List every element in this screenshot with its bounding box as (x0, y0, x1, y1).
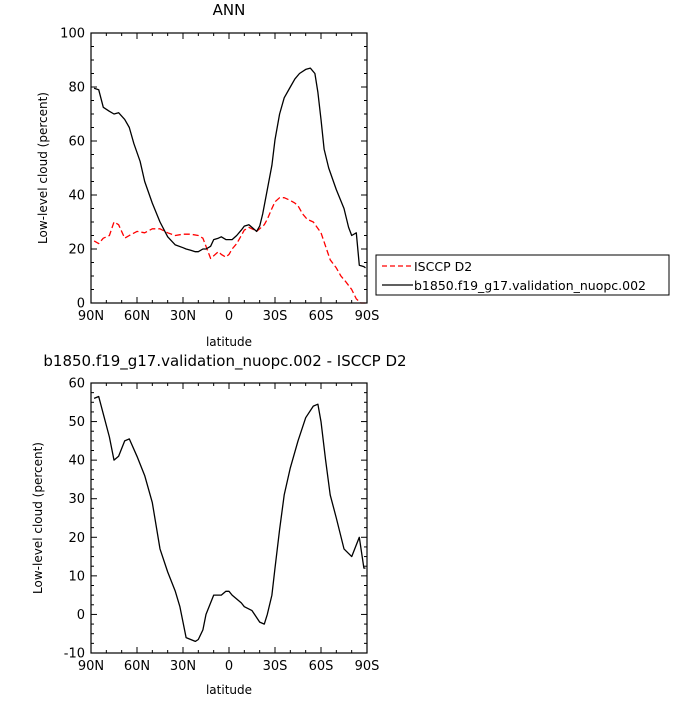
legend-label-isccp: ISCCP D2 (414, 259, 472, 274)
bottom-x-tick-label: 90S (355, 659, 380, 674)
bottom-y-tick-label: 50 (68, 415, 85, 430)
top-y-tick-label: 80 (68, 81, 85, 96)
top-plot-frame (90, 32, 368, 304)
top-series-line-0 (93, 197, 366, 304)
bottom-x-tick-label: 90N (78, 659, 104, 674)
top-y-axis-label: Low-level cloud (percent) (36, 92, 50, 244)
top-y-tick-label: 40 (68, 189, 85, 204)
top-series-line-1 (93, 67, 366, 269)
top-y-tick-label: 20 (68, 243, 85, 258)
bottom-y-tick-label: 20 (68, 531, 85, 546)
bottom-y-tick-label: 60 (68, 377, 85, 392)
bottom-plot-frame (90, 382, 368, 654)
bottom-y-tick-label: 0 (77, 608, 85, 623)
top-y-tick-label: 60 (68, 135, 85, 150)
bottom-x-tick-label: 60N (124, 659, 150, 674)
top-x-tick-label: 60S (309, 309, 334, 324)
top-panel: ANN Low-level cloud (percent) latitude 9… (36, 1, 379, 349)
top-x-tick-label: 0 (225, 309, 233, 324)
top-chart-title: ANN (213, 1, 246, 19)
bottom-panel: b1850.f19_g17.validation_nuopc.002 - ISC… (31, 352, 407, 697)
bottom-y-tick-label: 40 (68, 454, 85, 469)
bottom-y-axis-label: Low-level cloud (percent) (31, 442, 45, 594)
bottom-chart-title: b1850.f19_g17.validation_nuopc.002 - ISC… (43, 352, 406, 371)
legend: ISCCP D2 b1850.f19_g17.validation_nuopc.… (375, 254, 670, 296)
top-x-tick-label: 30S (263, 309, 288, 324)
top-x-tick-label: 30N (170, 309, 196, 324)
legend-label-model: b1850.f19_g17.validation_nuopc.002 (414, 278, 646, 293)
bottom-y-tick-label: 10 (68, 569, 85, 584)
top-x-tick-label: 90S (355, 309, 380, 324)
top-y-tick-label: 0 (77, 297, 85, 312)
bottom-series-line-0 (93, 395, 366, 643)
legend-box (375, 254, 670, 296)
bottom-y-tick-label: -10 (64, 647, 85, 662)
bottom-x-tick-label: 30N (170, 659, 196, 674)
bottom-x-tick-label: 30S (263, 659, 288, 674)
bottom-x-tick-label: 0 (225, 659, 233, 674)
bottom-y-tick-label: 30 (68, 492, 85, 507)
bottom-x-tick-label: 60S (309, 659, 334, 674)
top-x-tick-label: 90N (78, 309, 104, 324)
bottom-x-axis-label: latitude (206, 683, 252, 697)
top-y-tick-label: 100 (60, 27, 85, 42)
top-x-axis-label: latitude (206, 335, 252, 349)
top-x-tick-label: 60N (124, 309, 150, 324)
